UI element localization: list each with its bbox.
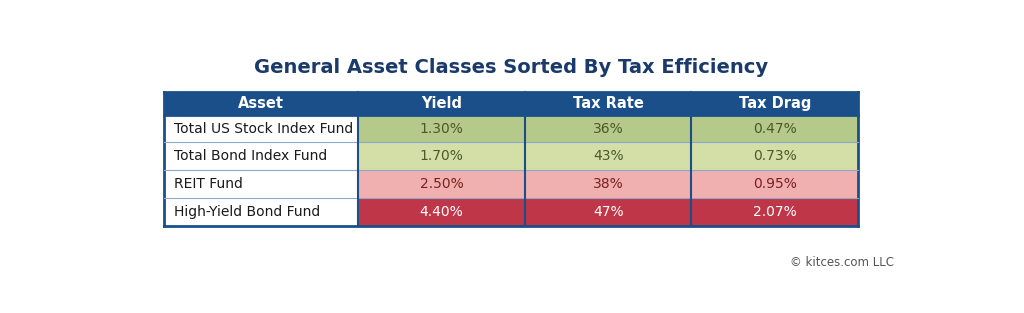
- Bar: [358, 92, 525, 115]
- Bar: [164, 92, 358, 115]
- Text: © kitces.com LLC: © kitces.com LLC: [790, 256, 894, 269]
- Text: 2.50%: 2.50%: [420, 177, 463, 191]
- Text: 47%: 47%: [593, 205, 624, 219]
- Text: General Asset Classes Sorted By Tax Efficiency: General Asset Classes Sorted By Tax Effi…: [254, 58, 768, 77]
- Text: Yield: Yield: [421, 96, 462, 111]
- Text: 0.73%: 0.73%: [753, 149, 797, 163]
- Text: 0.47%: 0.47%: [753, 121, 797, 136]
- Text: Total US Stock Index Fund: Total US Stock Index Fund: [174, 121, 353, 136]
- Text: 4.40%: 4.40%: [420, 205, 463, 219]
- Text: 38%: 38%: [593, 177, 624, 191]
- Text: 36%: 36%: [593, 121, 624, 136]
- Text: Tax Drag: Tax Drag: [738, 96, 811, 111]
- Text: Total Bond Index Fund: Total Bond Index Fund: [174, 149, 328, 163]
- Text: Tax Rate: Tax Rate: [572, 96, 643, 111]
- Bar: [524, 92, 691, 115]
- Text: High-Yield Bond Fund: High-Yield Bond Fund: [174, 205, 321, 219]
- Text: 0.95%: 0.95%: [753, 177, 797, 191]
- Bar: [691, 92, 858, 115]
- Text: 43%: 43%: [593, 149, 624, 163]
- Text: 1.30%: 1.30%: [420, 121, 464, 136]
- Text: REIT Fund: REIT Fund: [174, 177, 243, 191]
- Text: Asset: Asset: [238, 96, 284, 111]
- Text: 1.70%: 1.70%: [420, 149, 464, 163]
- Text: 2.07%: 2.07%: [753, 205, 797, 219]
